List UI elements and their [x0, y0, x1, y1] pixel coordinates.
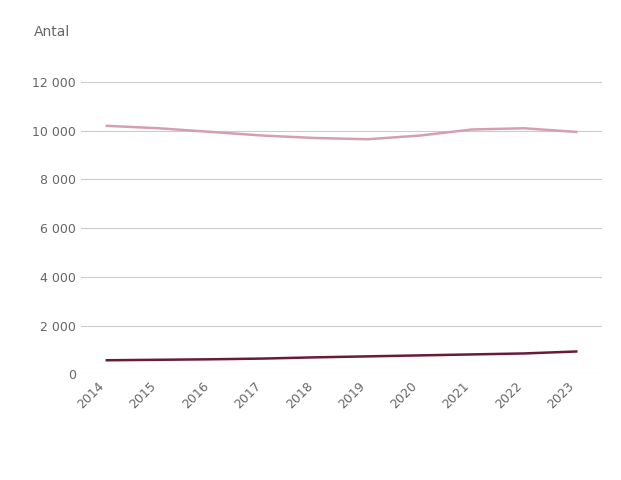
Män	[260, 132, 267, 138]
Line: Kvinnor: Kvinnor	[107, 351, 576, 360]
Legend: Kvinnor, Män: Kvinnor, Män	[250, 476, 433, 480]
Kvinnor	[416, 352, 424, 358]
Kvinnor	[103, 358, 111, 363]
Män	[103, 123, 111, 129]
Line: Män: Män	[107, 126, 576, 139]
Kvinnor	[155, 357, 163, 363]
Kvinnor	[260, 356, 267, 361]
Män	[207, 129, 215, 135]
Män	[573, 129, 580, 135]
Män	[468, 127, 476, 132]
Kvinnor	[520, 350, 528, 356]
Män	[364, 136, 371, 142]
Män	[520, 125, 528, 131]
Kvinnor	[573, 348, 580, 354]
Män	[416, 132, 424, 138]
Text: Antal: Antal	[34, 24, 70, 38]
Män	[155, 125, 163, 131]
Kvinnor	[364, 353, 371, 359]
Män	[312, 135, 319, 141]
Kvinnor	[207, 357, 215, 362]
Kvinnor	[468, 351, 476, 357]
Kvinnor	[312, 354, 319, 360]
